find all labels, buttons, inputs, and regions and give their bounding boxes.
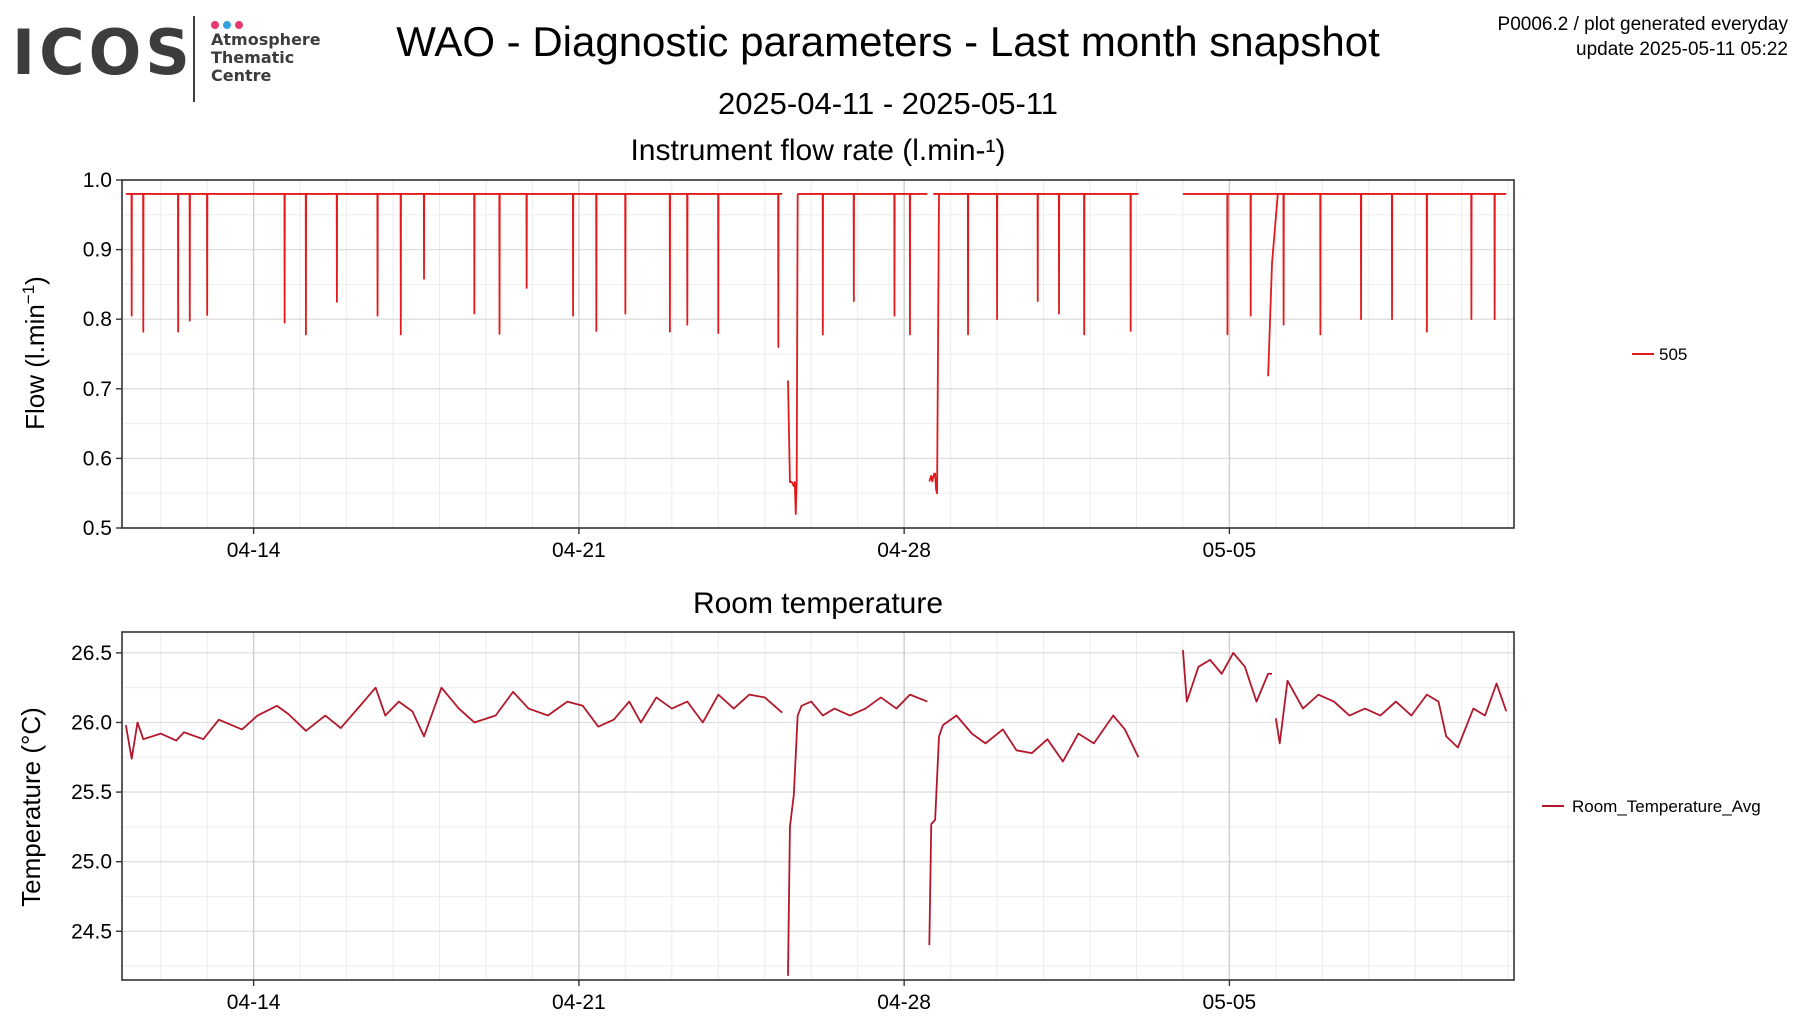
temperature-legend-label: Room_Temperature_Avg xyxy=(1572,797,1761,816)
temperature-gridlines xyxy=(122,632,1514,980)
temperature-legend: Room_Temperature_Avg xyxy=(1542,797,1761,816)
flow-y-ticks: 0.5 0.6 0.7 0.8 0.9 1.0 xyxy=(83,169,122,540)
temperature-panel-title: Room temperature xyxy=(693,587,943,620)
temperature-x-ticks: 04-14 04-21 04-28 05-05 xyxy=(227,980,1256,1014)
temperature-line-segment xyxy=(787,693,928,976)
flow-line-segment xyxy=(933,193,1139,336)
page-title: WAO - Diagnostic parameters - Last month… xyxy=(396,18,1380,65)
temperature-line-segment xyxy=(124,686,783,760)
y-tick-label: 26.5 xyxy=(71,642,112,665)
flow-drop-segment xyxy=(928,193,940,495)
flow-y-label-exp: −1 xyxy=(19,285,38,304)
flow-legend: 505 xyxy=(1632,345,1687,364)
y-tick-label: 24.5 xyxy=(71,920,112,943)
icos-logo: ICOS Atmosphere Thematic Centre xyxy=(12,14,321,102)
logo-subtitle: Atmosphere Thematic Centre xyxy=(211,31,321,85)
page-title-wrap: WAO - Diagnostic parameters - Last month… xyxy=(0,18,1800,66)
flow-panel: Instrument flow rate (l.min-¹) Flow (l.m… xyxy=(19,134,1687,562)
logo-line: Centre xyxy=(211,66,272,85)
y-tick-label: 26.0 xyxy=(71,711,112,734)
x-tick-label: 04-21 xyxy=(552,539,606,562)
flow-drop-segment xyxy=(787,193,799,515)
y-tick-label: 0.8 xyxy=(83,308,112,331)
logo-dots xyxy=(211,16,247,34)
update-time: update 2025-05-11 05:22 xyxy=(1576,39,1788,60)
logo-dot xyxy=(235,21,243,29)
x-tick-label: 04-14 xyxy=(227,539,281,562)
y-tick-label: 0.6 xyxy=(83,447,112,470)
logo-dot xyxy=(211,21,219,29)
x-tick-label: 04-28 xyxy=(877,991,931,1014)
flow-plot-border xyxy=(121,179,1515,529)
temperature-panel: Room temperature Temperature (°C) 24.5 25… xyxy=(16,587,1761,1014)
flow-line-segment xyxy=(1182,193,1507,336)
logo-line: Thematic xyxy=(211,48,295,67)
y-tick-label: 25.5 xyxy=(71,781,112,804)
x-tick-label: 04-28 xyxy=(877,539,931,562)
logo-dot xyxy=(223,21,231,29)
logo-wordmark: ICOS xyxy=(12,16,194,89)
y-tick-label: 0.5 xyxy=(83,517,112,540)
flow-y-label-main: Flow (l.min xyxy=(20,304,50,430)
x-tick-label: 05-05 xyxy=(1203,539,1257,562)
update-info: P0006.2 / plot generated everyday update… xyxy=(1498,12,1788,62)
flow-panel-title: Instrument flow rate (l.min-¹) xyxy=(630,134,1005,167)
temperature-line-segment xyxy=(1182,650,1272,703)
x-tick-label: 05-05 xyxy=(1203,991,1257,1014)
logo-divider xyxy=(193,16,195,102)
temperature-y-ticks: 24.5 25.0 25.5 26.0 26.5 xyxy=(71,642,122,943)
flow-y-axis-label: Flow (l.min−1) xyxy=(19,276,50,430)
y-tick-label: 0.9 xyxy=(83,239,112,262)
flow-series-505 xyxy=(125,193,1507,515)
date-range: 2025-04-11 - 2025-05-11 xyxy=(717,86,1059,121)
temperature-series xyxy=(124,650,1508,976)
x-tick-label: 04-21 xyxy=(552,991,606,1014)
temperature-line-segment xyxy=(928,714,1140,946)
temperature-line-segment xyxy=(1274,679,1508,749)
x-tick-label: 04-14 xyxy=(227,991,281,1014)
y-tick-label: 25.0 xyxy=(71,851,112,874)
temperature-y-axis-label: Temperature (°C) xyxy=(16,707,46,907)
flow-x-ticks: 04-14 04-21 04-28 05-05 xyxy=(227,528,1256,562)
flow-legend-label: 505 xyxy=(1659,345,1687,364)
flow-y-label-close: ) xyxy=(20,276,50,285)
logo-line: Atmosphere xyxy=(211,30,321,49)
temperature-plot-area xyxy=(122,632,1514,980)
temperature-plot-border xyxy=(121,631,1515,981)
flow-drop-segment xyxy=(1267,193,1279,377)
y-tick-label: 0.7 xyxy=(83,378,112,401)
flow-line-segment xyxy=(125,193,783,348)
date-range-wrap: 2025-04-11 - 2025-05-11 xyxy=(0,86,1800,122)
y-tick-label: 1.0 xyxy=(83,169,112,192)
flow-line-segment xyxy=(797,193,928,336)
plot-id: P0006.2 / plot generated everyday xyxy=(1497,14,1788,35)
